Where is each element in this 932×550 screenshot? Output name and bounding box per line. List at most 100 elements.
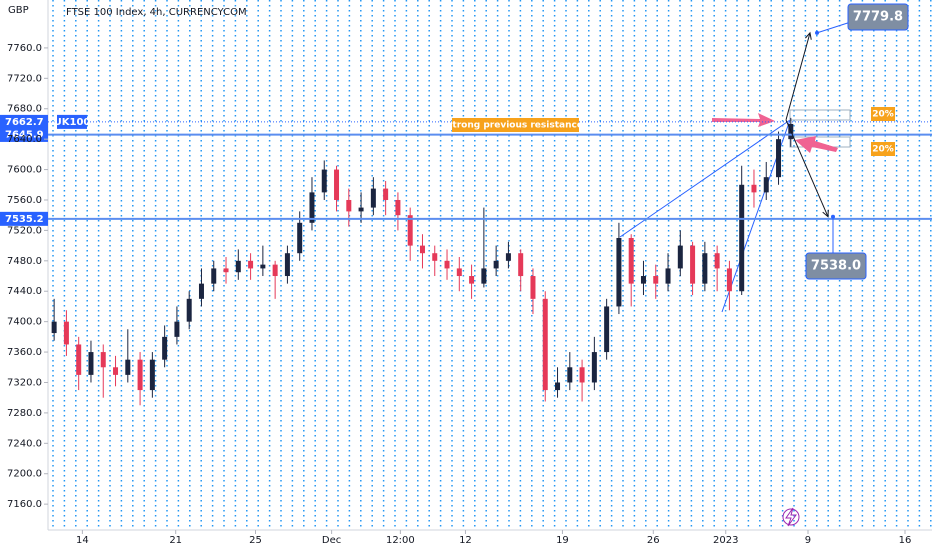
candle-body [186, 298, 192, 322]
target-connector [816, 22, 849, 34]
candle-body [493, 260, 499, 269]
candle-body [604, 306, 610, 353]
candle-body [690, 245, 696, 284]
candle-body [395, 199, 401, 216]
candle-body [297, 222, 303, 254]
x-tick-label: Dec [322, 535, 341, 546]
lightning-icon [785, 507, 797, 527]
candle-body [763, 177, 769, 193]
candle-body [383, 188, 389, 200]
candle-body [518, 253, 524, 277]
y-tick-label: 7280.0 [7, 408, 42, 419]
candle-body [174, 321, 180, 337]
x-tick-label: 12:00 [386, 535, 415, 546]
candle-body [63, 321, 69, 345]
arrow-head [805, 31, 812, 40]
target-box [805, 252, 867, 280]
candle-body [407, 215, 413, 246]
y-tick-label: 7520.0 [7, 225, 42, 236]
target-box [847, 3, 909, 31]
candle-body [702, 253, 708, 284]
candle-body [653, 276, 659, 284]
candle-body [456, 268, 462, 277]
candle-body [469, 276, 475, 284]
percent-tag [871, 142, 895, 156]
target-arrow [785, 119, 829, 217]
candle-body [235, 260, 241, 273]
percent-tag [871, 107, 895, 121]
candle-body [555, 382, 561, 391]
candle-body [665, 268, 671, 284]
y-tick-label: 7640.0 [7, 134, 42, 145]
candle-body [321, 169, 327, 193]
candle-body [444, 260, 450, 269]
annotation: strong previous resistance [447, 121, 583, 131]
y-tick-label: 7200.0 [7, 469, 42, 480]
candle-body [113, 367, 119, 375]
candle-body [419, 245, 425, 254]
y-tick-label: 7360.0 [7, 347, 42, 358]
pink-arrow [795, 136, 838, 153]
y-tick-label: 7720.0 [7, 73, 42, 84]
candle-body [726, 268, 732, 292]
candle-body [284, 253, 290, 277]
x-tick-label: 2023 [713, 535, 738, 546]
arrow-head [822, 209, 829, 218]
symbol-label: UK100 [54, 117, 91, 128]
candle-body [125, 359, 131, 375]
candle-body [776, 139, 782, 178]
y-tick-label: 7560.0 [7, 195, 42, 206]
candle-body [137, 359, 143, 391]
candle-body [505, 253, 511, 261]
lightning-ring [782, 508, 800, 526]
y-tick-label: 7440.0 [7, 286, 42, 297]
candle-body [162, 336, 168, 360]
candle-body [591, 352, 597, 383]
candle-body [223, 268, 229, 273]
candle-body [260, 264, 266, 269]
candle-body [370, 188, 376, 208]
y-tick-label: 7760.0 [7, 43, 42, 54]
candle-body [432, 253, 438, 261]
y-tick-label: 7240.0 [7, 438, 42, 449]
annotation-box [452, 118, 579, 132]
candle-body [542, 298, 548, 391]
target-label: 7779.8 [853, 10, 903, 25]
candle-body [530, 276, 536, 299]
x-tick-label: 9 [805, 535, 811, 546]
candle-body [358, 207, 364, 212]
candles [51, 117, 794, 406]
candle-body [51, 321, 57, 334]
candle-body [579, 367, 585, 383]
y-tick-label: 7480.0 [7, 256, 42, 267]
candle-body [739, 184, 745, 292]
candle-body [76, 344, 82, 375]
candle-body [149, 359, 155, 391]
x-tick-label: 26 [647, 535, 660, 546]
candle-body [198, 283, 204, 299]
x-tick-label: 14 [76, 535, 89, 546]
candle-body [248, 260, 254, 269]
chart-title: FTSE 100 Index, 4h, CURRENCYCOM [66, 7, 247, 18]
y-tick-label: 7400.0 [7, 317, 42, 328]
level-tag [0, 211, 48, 226]
candle-body [628, 238, 634, 284]
y-tick-label: 7680.0 [7, 104, 42, 115]
symbol-tag [57, 114, 87, 129]
level-tag [0, 127, 48, 142]
percent-label: 20% [872, 110, 894, 120]
candle-body [616, 238, 622, 307]
target-arrow [785, 32, 811, 121]
candle-body [346, 199, 352, 212]
candle-body [211, 268, 217, 284]
x-tick-label: 16 [899, 535, 912, 546]
x-tick-label: 25 [249, 535, 262, 546]
y-tick-label: 7160.0 [7, 499, 42, 510]
y-tick-label: 7320.0 [7, 377, 42, 388]
x-tick-label: 19 [556, 535, 569, 546]
pink-arrow [712, 113, 775, 127]
zone-box [789, 109, 851, 121]
wedge-line [619, 119, 791, 238]
